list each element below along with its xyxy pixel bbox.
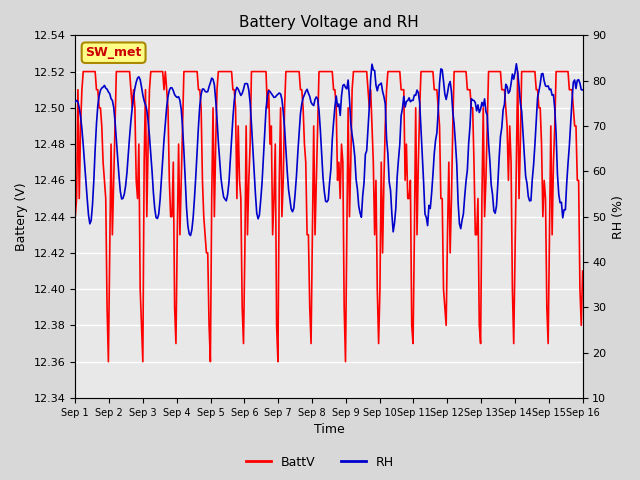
X-axis label: Time: Time <box>314 423 344 436</box>
Title: Battery Voltage and RH: Battery Voltage and RH <box>239 15 419 30</box>
Y-axis label: Battery (V): Battery (V) <box>15 182 28 251</box>
Text: SW_met: SW_met <box>85 46 142 59</box>
Legend: BattV, RH: BattV, RH <box>241 451 399 474</box>
Y-axis label: RH (%): RH (%) <box>612 195 625 239</box>
